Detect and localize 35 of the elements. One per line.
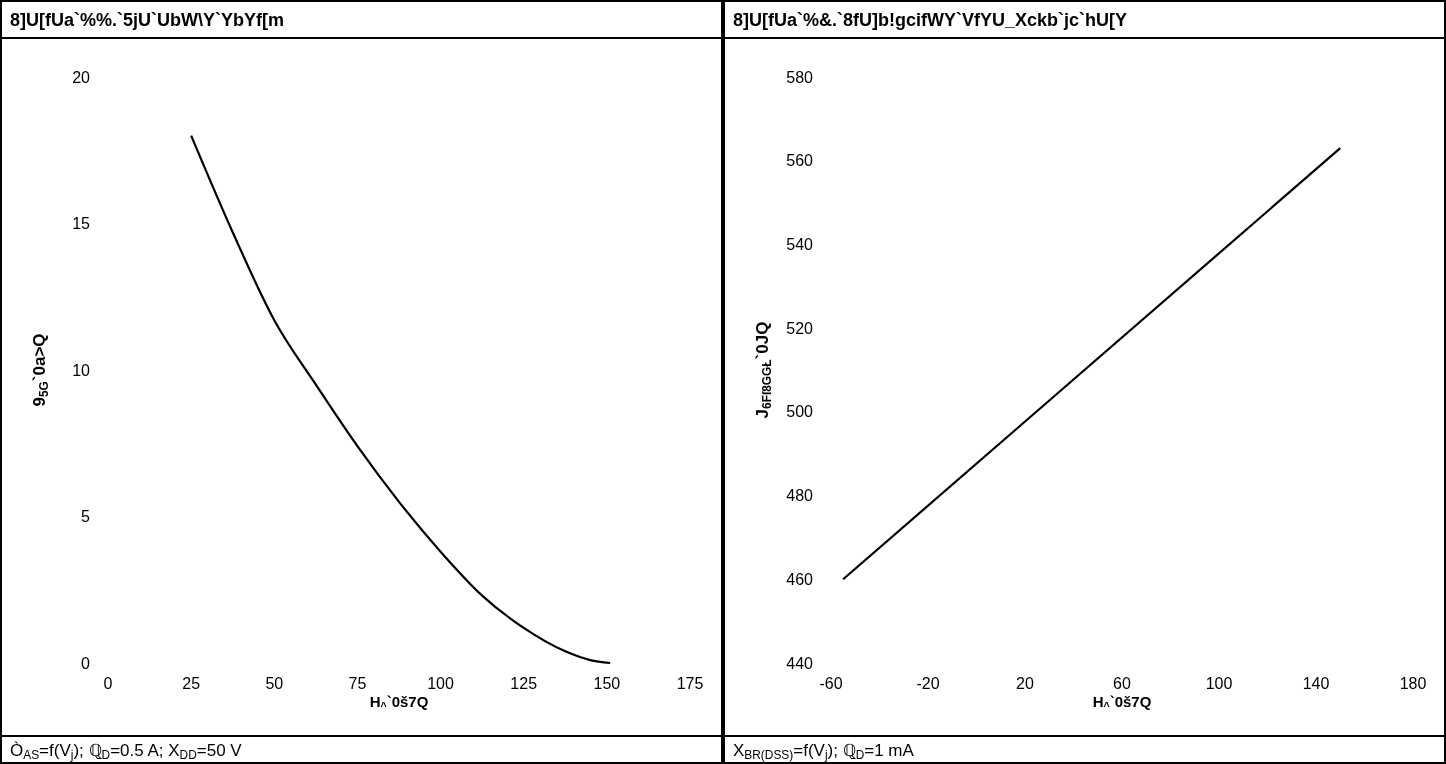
line-series [190,134,612,665]
y-tick-label: 460 [786,570,814,588]
y-tick-label: 440 [786,654,814,672]
x-tick-label: 25 [182,675,201,692]
x-tick-label: 100 [1205,675,1233,692]
y-tick-label: 500 [786,403,814,421]
y-tick-label: 520 [786,319,814,337]
x-tick-label: 180 [1399,675,1427,692]
x-tick-label: 75 [348,675,367,692]
x-tick-label: 0 [103,675,113,692]
x-tick-label: 100 [427,675,455,692]
x-tick-label: 50 [265,675,284,692]
y-tick-label: 0 [81,654,91,672]
y-tick-label: 480 [786,487,814,505]
y-tick-label: 580 [786,68,814,86]
text: X$_{BR(DSS)}$=f(V$_{j}$); ℚ$_{D}$=1 mA [733,741,915,762]
x-axis-title: H$_{^}$`0š7Q [369,693,429,712]
x-tick-label: 125 [510,675,538,692]
y-tick-label: 540 [786,236,814,254]
y-tick-label: 10 [72,361,91,379]
chart-title: 8]U[fUa`%%.`5jU`UbW\Y`YbYf[m [10,10,284,30]
x-tick-label: 60 [1113,675,1131,692]
x-tick-label: 140 [1302,675,1330,692]
x-tick-label: 175 [676,675,704,692]
y-tick-label: 5 [81,508,91,526]
y-tick-label: 15 [72,215,91,233]
text: Ò$_{AS}$=f(V$_{j}$); ℚ$_{D}$=0.5 A; X$_{DD}$=50 V [10,741,242,762]
chart-title: 8]U[fUa`%&.`8fU]b!gcifWY`VfYU_Xckb`jc`hU[Y [733,10,1128,30]
y-tick-label: 560 [786,152,814,170]
x-tick-label: -60 [819,675,843,692]
x-axis-title: H$_{^}$`0š7Q [1092,693,1152,712]
y-tick-label: 20 [72,68,91,86]
x-tick-label: 150 [593,675,621,692]
x-tick-label: 20 [1016,675,1034,692]
x-tick-label: -20 [916,675,940,692]
